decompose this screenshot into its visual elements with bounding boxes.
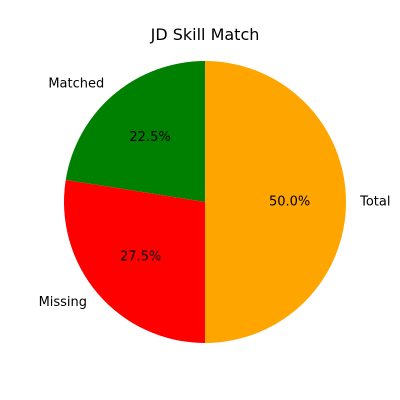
pie-slice-total (205, 61, 346, 343)
pie-slices (64, 61, 346, 343)
chart-title: JD Skill Match (150, 25, 260, 44)
slice-label-missing: Missing (39, 295, 87, 310)
pie-slice-missing (64, 179, 205, 343)
slice-percent-missing: 27.5% (120, 249, 161, 264)
slice-label-total: Total (359, 195, 390, 210)
slice-percent-matched: 22.5% (129, 130, 170, 145)
slice-label-matched: Matched (48, 77, 104, 92)
pie-slice-matched (65, 61, 205, 202)
slice-percent-total: 50.0% (269, 195, 310, 210)
pie-labels: Matched 22.5% Missing 27.5% Total 50.0% (39, 77, 391, 311)
